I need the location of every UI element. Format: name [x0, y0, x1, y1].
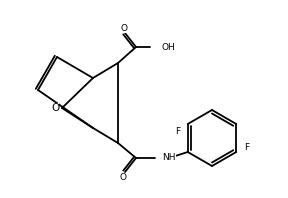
Text: O: O	[120, 173, 126, 183]
Text: OH: OH	[161, 43, 175, 51]
Text: F: F	[244, 143, 249, 151]
Text: O: O	[120, 24, 128, 32]
Text: F: F	[175, 127, 180, 135]
Text: NH: NH	[162, 153, 175, 163]
Text: O: O	[51, 103, 59, 113]
